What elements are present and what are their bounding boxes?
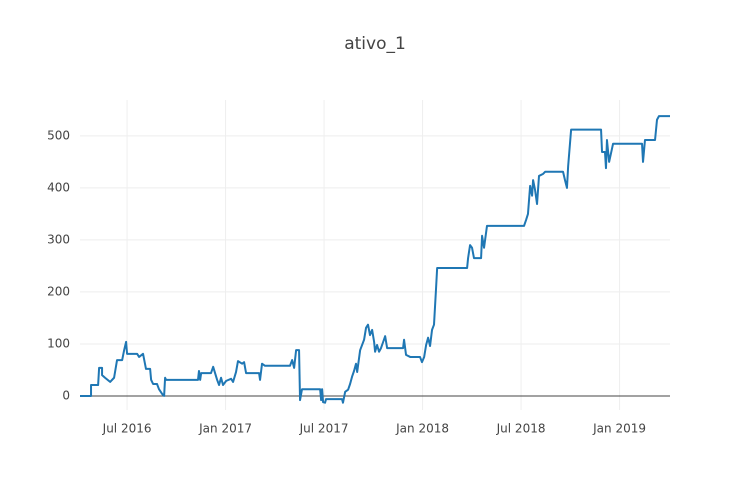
- x-tick-label: Jul 2018: [496, 422, 546, 436]
- y-tick-label: 200: [47, 284, 70, 298]
- line: [80, 115, 670, 404]
- y-tick-label: 100: [47, 336, 70, 350]
- y-tick-label: 400: [47, 180, 70, 194]
- x-tick-label: Jan 2018: [395, 422, 449, 436]
- x-tick-label: Jan 2017: [198, 422, 252, 436]
- x-tick-label: Jan 2019: [592, 422, 646, 436]
- y-tick-label: 300: [47, 232, 70, 246]
- y-tick-label: 0: [62, 388, 70, 402]
- x-tick-label: Jul 2016: [102, 422, 152, 436]
- chart-title: ativo_1: [344, 34, 406, 54]
- x-tick-label: Jul 2017: [299, 422, 349, 436]
- y-tick-label: 500: [47, 128, 70, 142]
